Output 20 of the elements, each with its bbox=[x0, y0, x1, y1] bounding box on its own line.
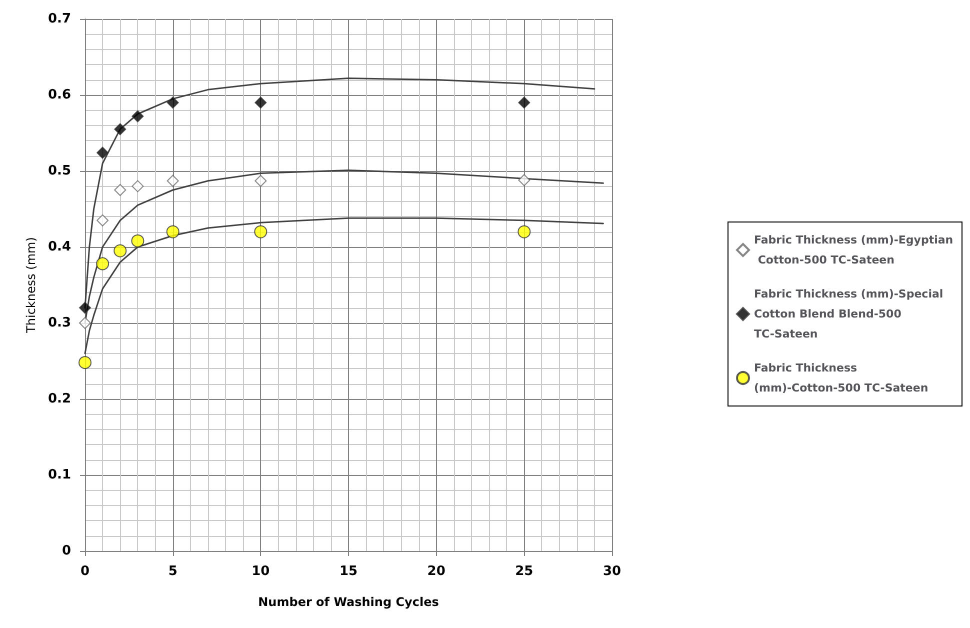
x-tick-label: 10 bbox=[252, 564, 270, 579]
legend-label: Fabric Thickness (mm)-Egyptian Cotton-500 TC-Sateen bbox=[754, 234, 954, 266]
y-tick-label: 0.2 bbox=[48, 392, 71, 406]
y-tick-label: 0.4 bbox=[48, 240, 71, 254]
legend-label: Fabric Thickness (mm)-Cotton-500 TC-Sateen bbox=[754, 362, 928, 394]
x-axis-title: Number of Washing Cycles bbox=[258, 595, 439, 609]
y-tick-label: 0.1 bbox=[48, 468, 71, 482]
y-tick-label: 0.3 bbox=[48, 316, 71, 330]
x-tick-label: 20 bbox=[427, 564, 446, 579]
x-tick-label: 30 bbox=[602, 564, 622, 579]
x-tick-label: 5 bbox=[168, 564, 178, 579]
y-tick-label: 0 bbox=[62, 544, 71, 558]
x-tick-label: 0 bbox=[80, 564, 90, 579]
x-tick-label: 15 bbox=[339, 564, 358, 579]
legend-label: Fabric Thickness (mm)-Special Cotton Blend Blend-500 TC-Sateen bbox=[754, 288, 947, 340]
y-tick-label: 0.6 bbox=[48, 88, 71, 102]
x-tick-label: 25 bbox=[515, 564, 534, 579]
y-tick-label: 0.5 bbox=[48, 164, 71, 178]
y-tick-label: 0.7 bbox=[48, 12, 71, 26]
y-axis-title: Thickness (mm) bbox=[24, 237, 38, 334]
